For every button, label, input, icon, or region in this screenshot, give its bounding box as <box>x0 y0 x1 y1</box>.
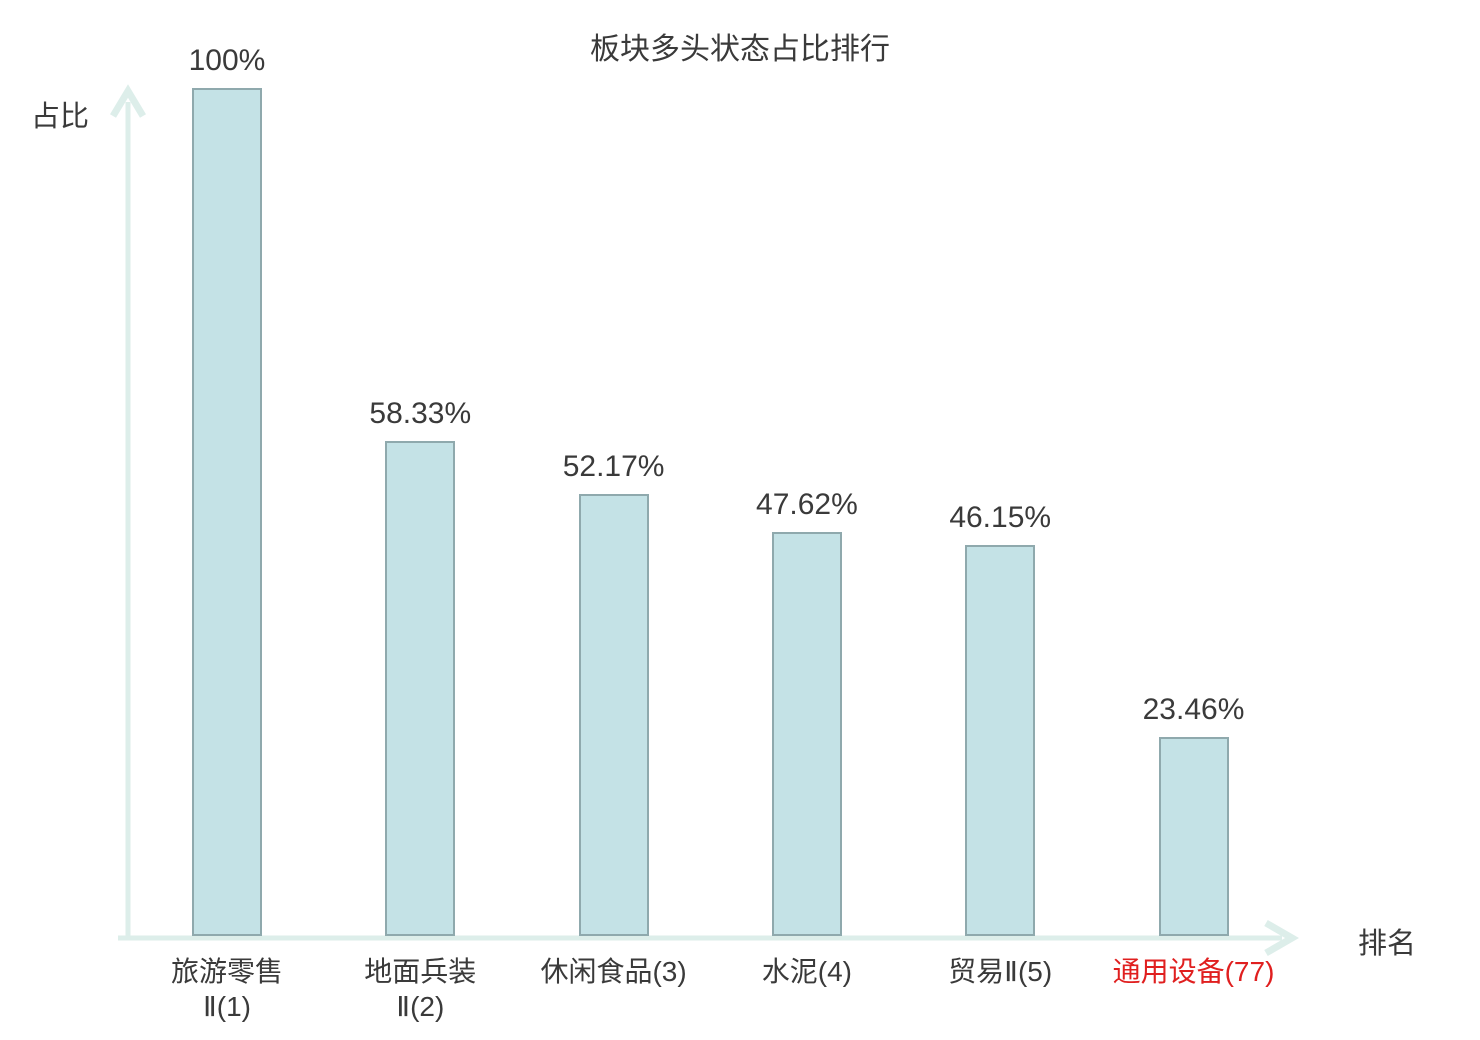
bar-value-label: 47.62% <box>756 488 858 522</box>
category-label: 贸易Ⅱ(5) <box>870 954 1130 989</box>
category-label-line: 通用设备(77) <box>1112 956 1275 987</box>
category-label-line: Ⅱ(2) <box>396 991 445 1022</box>
category-label: 通用设备(77) <box>1064 954 1324 989</box>
y-axis-arrow-icon <box>109 84 147 118</box>
category-label-line: 贸易Ⅱ(5) <box>948 956 1053 987</box>
bar-value-label: 52.17% <box>562 449 665 483</box>
bar <box>385 441 456 936</box>
x-axis-label: 排名 <box>1358 928 1417 960</box>
bar <box>578 493 649 936</box>
bar-value-label: 46.15% <box>949 500 1052 534</box>
category-label: 地面兵装 Ⅱ(2) <box>290 954 550 1024</box>
bar <box>1158 737 1229 936</box>
category-label: 旅游零售 Ⅱ(1) <box>97 954 357 1024</box>
bar <box>771 532 842 936</box>
bar-value-label: 100% <box>188 44 266 77</box>
y-axis-label: 占比 <box>31 101 90 133</box>
category-label-line: Ⅱ(1) <box>202 991 251 1022</box>
category-label-line: 旅游零售 <box>170 956 283 987</box>
bar-value-label: 23.46% <box>1142 693 1245 727</box>
category-label-line: 水泥(4) <box>761 956 852 987</box>
category-label-line: 休闲食品(3) <box>540 956 687 987</box>
category-label: 水泥(4) <box>677 954 937 989</box>
bar-value-label: 58.33% <box>369 397 472 431</box>
category-label: 休闲食品(3) <box>484 954 744 989</box>
bar <box>965 544 1036 936</box>
bar <box>192 88 262 936</box>
category-label-line: 地面兵装 <box>364 956 477 987</box>
x-axis-arrow-icon <box>1264 919 1300 957</box>
chart-title: 板块多头状态占比排行 <box>590 33 890 66</box>
